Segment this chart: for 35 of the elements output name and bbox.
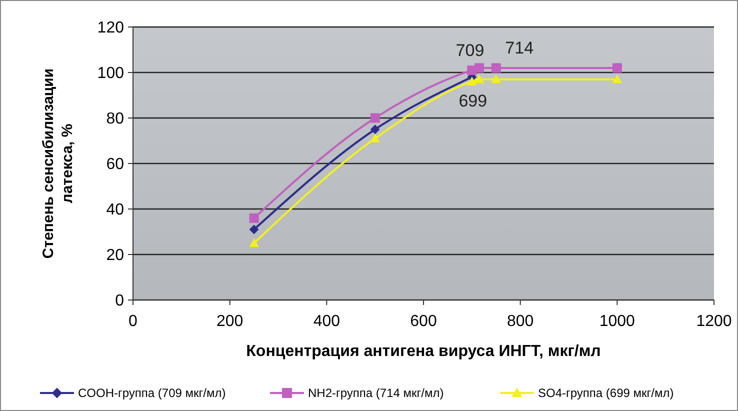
- point: [370, 113, 380, 123]
- y-axis-title: Степень сенсибилизации латекса, %: [40, 68, 76, 259]
- legend-label: COOH-группа (709 мкг/мл): [78, 386, 226, 400]
- point: [474, 74, 484, 84]
- x-tick-label: 600: [410, 313, 437, 330]
- annotation: 709: [456, 41, 484, 60]
- annotation: 714: [505, 38, 534, 58]
- point: [474, 63, 484, 73]
- point: [612, 63, 622, 73]
- x-tick-label: 800: [506, 313, 534, 330]
- y-tick-label: 0: [115, 292, 124, 310]
- point: [249, 224, 259, 234]
- point: [249, 238, 259, 247]
- y-tick-label: 100: [97, 65, 124, 82]
- point: [370, 124, 380, 134]
- y-tick-label: 120: [97, 20, 124, 37]
- x-tick-label: 0: [128, 313, 138, 330]
- y-tick-label: 60: [106, 156, 124, 174]
- point: [612, 74, 622, 84]
- x-tick-label: 1000: [599, 313, 636, 330]
- point: [467, 76, 477, 86]
- x-tick-label: 400: [313, 313, 340, 330]
- x-axis-title: Концентрация антигена вируса ИНГТ, мкг/мл: [246, 343, 601, 360]
- point: [491, 63, 501, 73]
- point: [370, 134, 380, 142]
- point: [249, 213, 259, 223]
- legend-label: SO4-группа (699 мкг/мл): [538, 386, 674, 400]
- y-tick-label: 40: [106, 202, 124, 219]
- annotation: 699: [458, 92, 488, 111]
- legend-label: NH2-группа (714 мкг/мл): [308, 386, 444, 400]
- point: [491, 74, 501, 84]
- y-tick-label: 20: [106, 247, 124, 264]
- x-tick-label: 1200: [696, 313, 732, 330]
- y-tick-label: 80: [106, 110, 124, 128]
- x-tick-label: 200: [216, 313, 244, 330]
